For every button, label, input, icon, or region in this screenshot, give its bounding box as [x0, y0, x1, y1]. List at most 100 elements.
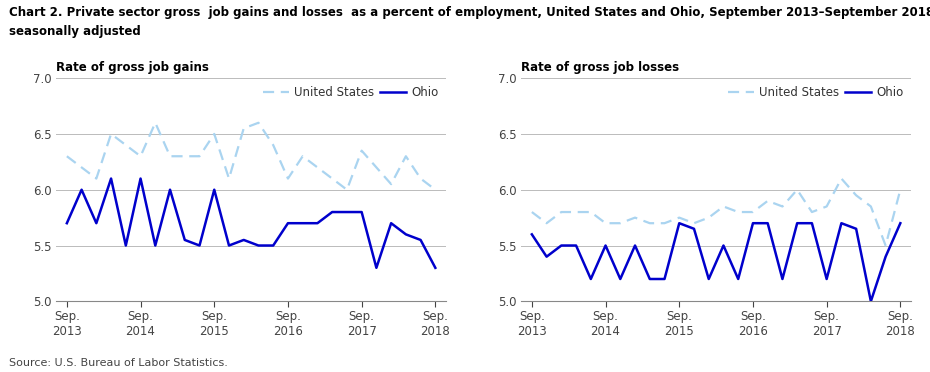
Ohio: [851, 227, 862, 231]
United States: [748, 210, 759, 214]
Ohio: [61, 221, 73, 225]
United States: [253, 121, 264, 125]
United States: [688, 221, 699, 225]
Ohio: [821, 277, 832, 281]
United States: [556, 210, 567, 214]
Ohio: [836, 221, 847, 225]
Ohio: [105, 176, 116, 181]
Ohio: [733, 277, 744, 281]
Line: United States: United States: [67, 123, 435, 190]
Ohio: [430, 266, 441, 270]
United States: [341, 187, 352, 192]
United States: [895, 187, 906, 192]
Ohio: [312, 221, 323, 225]
Line: Ohio: Ohio: [532, 223, 900, 301]
United States: [238, 126, 249, 131]
United States: [644, 221, 656, 225]
Ohio: [673, 221, 684, 225]
Ohio: [223, 243, 234, 248]
Ohio: [762, 221, 773, 225]
Ohio: [371, 266, 382, 270]
Ohio: [570, 243, 581, 248]
United States: [76, 165, 87, 170]
Ohio: [194, 243, 206, 248]
Ohio: [630, 243, 641, 248]
Ohio: [386, 221, 397, 225]
United States: [356, 148, 367, 153]
United States: [165, 154, 176, 158]
Ohio: [791, 221, 803, 225]
Ohio: [120, 243, 131, 248]
Ohio: [150, 243, 161, 248]
United States: [105, 132, 116, 136]
United States: [312, 165, 323, 170]
United States: [179, 154, 191, 158]
United States: [851, 193, 862, 198]
Ohio: [541, 254, 552, 259]
United States: [630, 215, 641, 220]
United States: [762, 199, 773, 203]
United States: [526, 210, 538, 214]
Line: United States: United States: [532, 179, 900, 246]
Ohio: [615, 277, 626, 281]
United States: [703, 215, 714, 220]
Ohio: [644, 277, 656, 281]
United States: [371, 165, 382, 170]
United States: [297, 154, 308, 158]
United States: [718, 204, 729, 209]
Ohio: [748, 221, 759, 225]
Ohio: [326, 210, 338, 214]
Ohio: [268, 243, 279, 248]
Ohio: [880, 254, 891, 259]
United States: [223, 176, 234, 181]
Ohio: [895, 221, 906, 225]
Ohio: [283, 221, 294, 225]
United States: [791, 187, 803, 192]
United States: [541, 221, 552, 225]
United States: [268, 143, 279, 147]
United States: [208, 132, 219, 136]
United States: [120, 143, 131, 147]
Legend: United States, Ohio: United States, Ohio: [726, 84, 906, 102]
United States: [430, 187, 441, 192]
United States: [283, 176, 294, 181]
United States: [777, 204, 788, 209]
United States: [415, 176, 426, 181]
Ohio: [703, 277, 714, 281]
United States: [326, 176, 338, 181]
Ohio: [600, 243, 611, 248]
Ohio: [806, 221, 817, 225]
United States: [61, 154, 73, 158]
United States: [865, 204, 876, 209]
Ohio: [208, 187, 219, 192]
Line: Ohio: Ohio: [67, 179, 435, 268]
United States: [400, 154, 411, 158]
Ohio: [297, 221, 308, 225]
United States: [821, 204, 832, 209]
Ohio: [253, 243, 264, 248]
Ohio: [415, 238, 426, 242]
Text: Source: U.S. Bureau of Labor Statistics.: Source: U.S. Bureau of Labor Statistics.: [9, 358, 228, 368]
Ohio: [179, 238, 191, 242]
United States: [836, 176, 847, 181]
United States: [600, 221, 611, 225]
United States: [150, 121, 161, 125]
Ohio: [356, 210, 367, 214]
United States: [585, 210, 596, 214]
Ohio: [76, 187, 87, 192]
Text: Rate of gross job gains: Rate of gross job gains: [56, 61, 208, 74]
Ohio: [777, 277, 788, 281]
United States: [880, 243, 891, 248]
United States: [570, 210, 581, 214]
Ohio: [91, 221, 102, 225]
United States: [91, 176, 102, 181]
Ohio: [400, 232, 411, 237]
Ohio: [238, 238, 249, 242]
Ohio: [718, 243, 729, 248]
Text: seasonally adjusted: seasonally adjusted: [9, 25, 141, 38]
Legend: United States, Ohio: United States, Ohio: [261, 84, 441, 102]
United States: [806, 210, 817, 214]
Ohio: [688, 227, 699, 231]
Ohio: [526, 232, 538, 237]
United States: [733, 210, 744, 214]
